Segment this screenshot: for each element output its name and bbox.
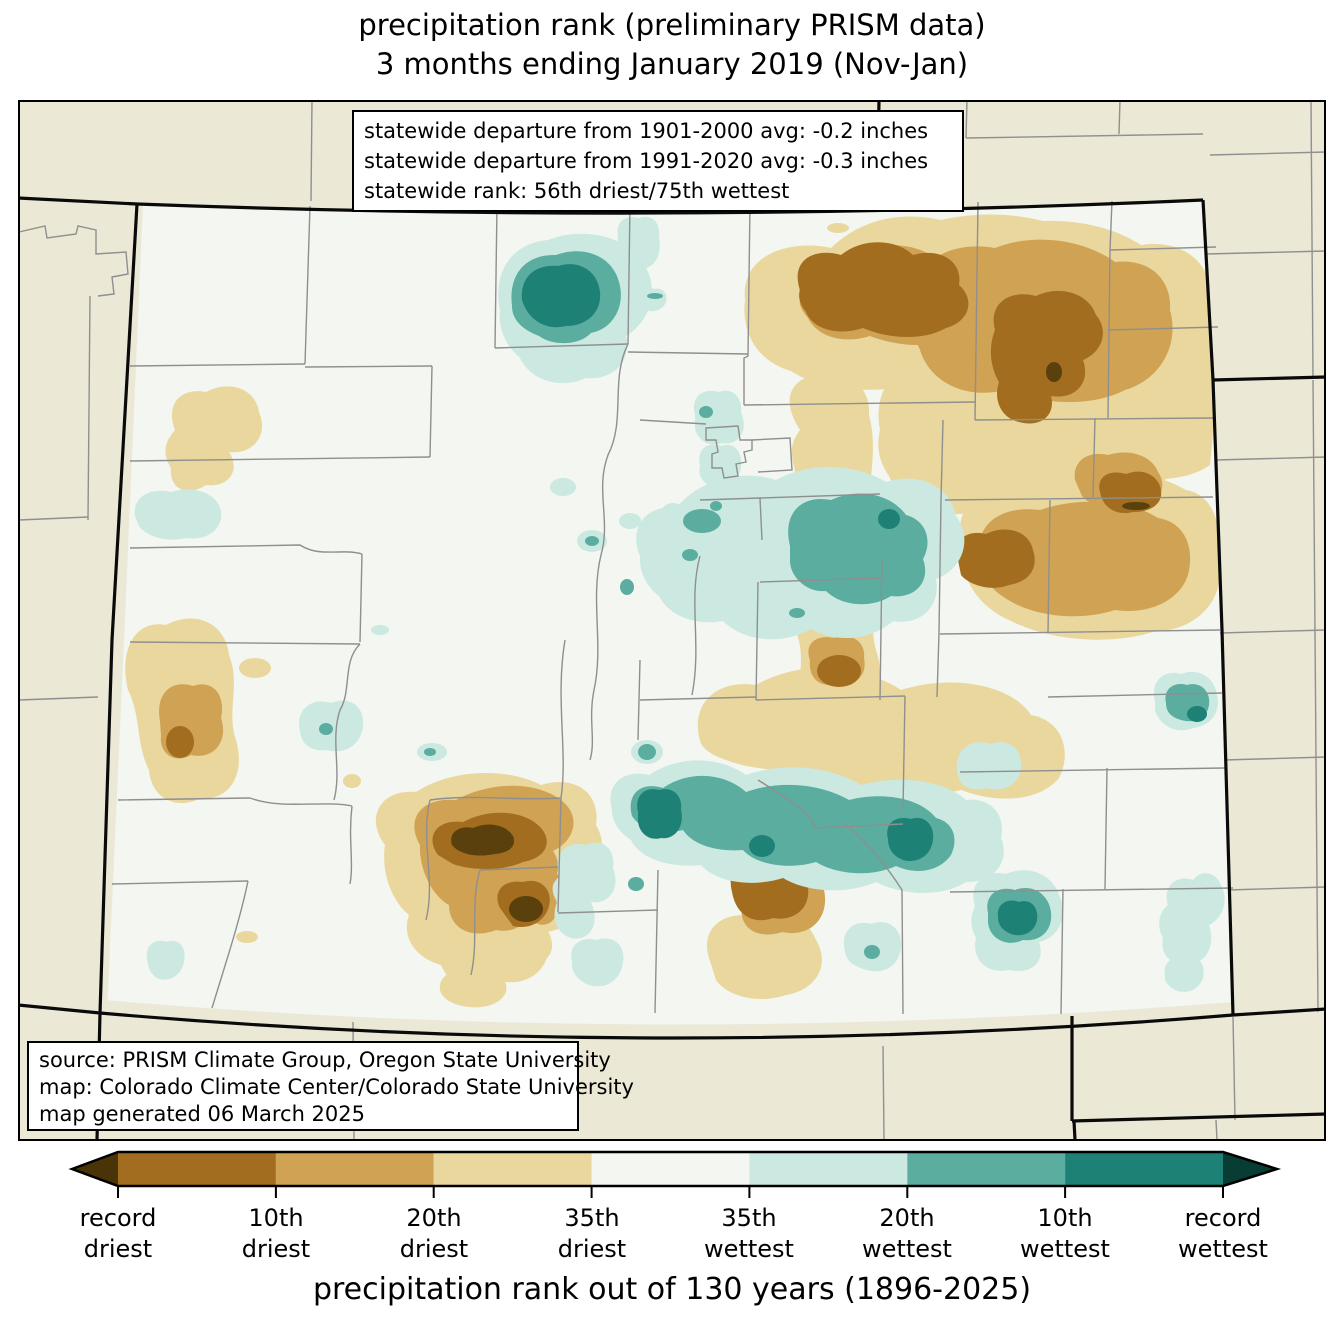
colorbar-label-10th-wettest: 10th wettest [1020, 1204, 1110, 1263]
colorbar-segment-1 [118, 1152, 276, 1186]
colorbar-label-20th-wettest: 20th wettest [862, 1204, 952, 1263]
data-edge-strips [100, 204, 1233, 1039]
title-line-2: 3 months ending January 2019 (Nov-Jan) [375, 47, 969, 81]
statewide-stats-box: statewide departure from 1901-2000 avg: … [352, 110, 964, 212]
county-lines [18, 100, 1326, 1141]
map-title: precipitation rank (preliminary PRISM da… [0, 6, 1344, 84]
colorbar-segment-5 [749, 1152, 908, 1186]
colorbar-right-arrow [1223, 1152, 1277, 1186]
colorbar-label-record-wettest: record wettest [1178, 1204, 1268, 1263]
colorbar-label-10th-driest: 10th driest [241, 1204, 311, 1263]
shade-record-driest [451, 362, 1150, 922]
shade-10th-wettest [521, 264, 1207, 936]
colorbar-segment-6 [907, 1152, 1066, 1186]
source-line-1: source: PRISM Climate Group, Oregon Stat… [39, 1048, 611, 1072]
stats-line-2: statewide departure from 1991-2020 avg: … [364, 149, 929, 173]
colorbar-label-35th-wettest: 35th wettest [704, 1204, 794, 1263]
colorbar-ticks [117, 1186, 1224, 1198]
title-line-1: precipitation rank (preliminary PRISM da… [358, 8, 986, 42]
colorbar-segment-7 [1065, 1152, 1224, 1186]
precipitation-rank-shading [125, 214, 1225, 1008]
colorbar-caption: precipitation rank out of 130 years (189… [312, 1272, 1032, 1307]
colorbar-segment-4 [591, 1152, 750, 1186]
colorbar-label-35th-driest: 35th driest [557, 1204, 627, 1263]
source-line-3: map generated 06 March 2025 [39, 1102, 366, 1126]
colorbar [68, 1150, 1282, 1198]
source-line-2: map: Colorado Climate Center/Colorado St… [39, 1075, 634, 1099]
source-attribution-box: source: PRISM Climate Group, Oregon Stat… [27, 1041, 634, 1131]
colorbar-label-20th-driest: 20th driest [399, 1204, 469, 1263]
colorbar-label-record-driest: record driest [79, 1204, 157, 1263]
colorado-precipitation-rank-map [18, 100, 1326, 1141]
stats-line-1: statewide departure from 1901-2000 avg: … [364, 119, 929, 143]
colorbar-left-arrow [72, 1152, 118, 1186]
stats-line-3: statewide rank: 56th driest/75th wettest [364, 179, 790, 203]
colorbar-segment-3 [433, 1152, 592, 1186]
map-frame [18, 100, 1326, 1141]
colorbar-segment-2 [275, 1152, 434, 1186]
